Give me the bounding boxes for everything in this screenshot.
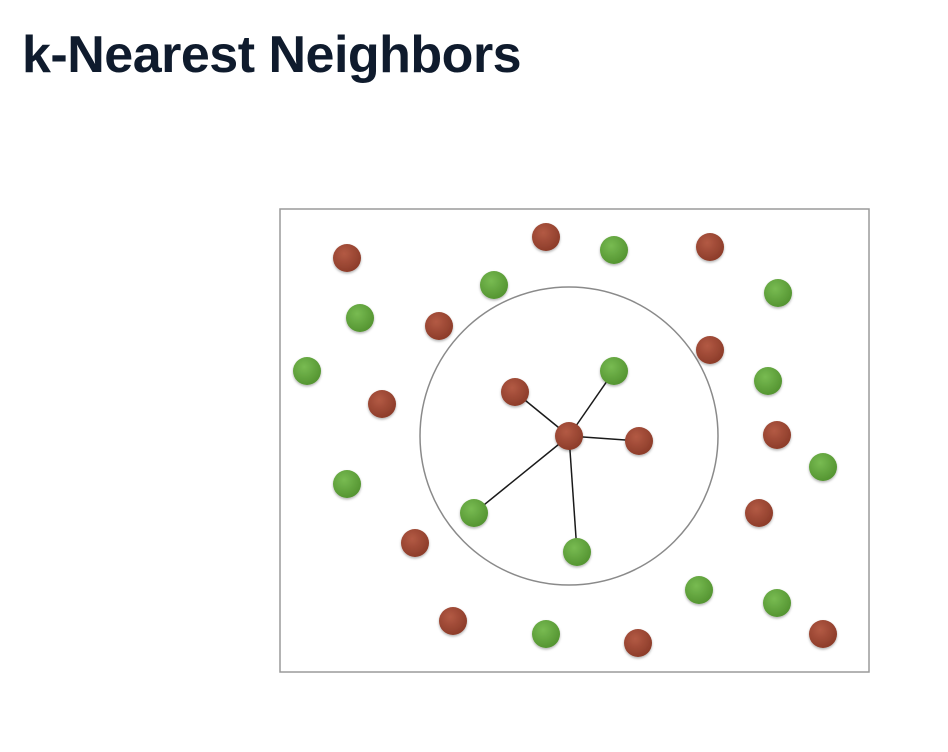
red-point bbox=[401, 529, 429, 557]
red-point bbox=[696, 233, 724, 261]
data-points bbox=[293, 223, 837, 657]
green-point bbox=[480, 271, 508, 299]
neighbor-edges bbox=[473, 370, 640, 553]
green-point bbox=[346, 304, 374, 332]
red-point bbox=[624, 629, 652, 657]
edge-to-neighbor-4 bbox=[473, 435, 570, 514]
green-point bbox=[764, 279, 792, 307]
red-point bbox=[501, 378, 529, 406]
green-point bbox=[754, 367, 782, 395]
edge-to-neighbor-5 bbox=[568, 435, 578, 553]
page-title: k-Nearest Neighbors bbox=[22, 26, 522, 84]
red-point bbox=[439, 607, 467, 635]
green-point bbox=[763, 589, 791, 617]
red-point bbox=[696, 336, 724, 364]
red-point bbox=[625, 427, 653, 455]
green-point bbox=[600, 357, 628, 385]
red-point bbox=[745, 499, 773, 527]
green-point bbox=[333, 470, 361, 498]
green-point bbox=[809, 453, 837, 481]
query-point bbox=[555, 422, 583, 450]
green-point bbox=[685, 576, 713, 604]
green-point bbox=[460, 499, 488, 527]
red-point bbox=[532, 223, 560, 251]
plot-frame bbox=[279, 208, 870, 673]
green-point bbox=[563, 538, 591, 566]
red-point bbox=[368, 390, 396, 418]
red-point bbox=[333, 244, 361, 272]
green-point bbox=[532, 620, 560, 648]
red-point bbox=[425, 312, 453, 340]
neighborhood-circle bbox=[419, 286, 719, 586]
green-point bbox=[293, 357, 321, 385]
red-point bbox=[809, 620, 837, 648]
green-point bbox=[600, 236, 628, 264]
red-point bbox=[763, 421, 791, 449]
